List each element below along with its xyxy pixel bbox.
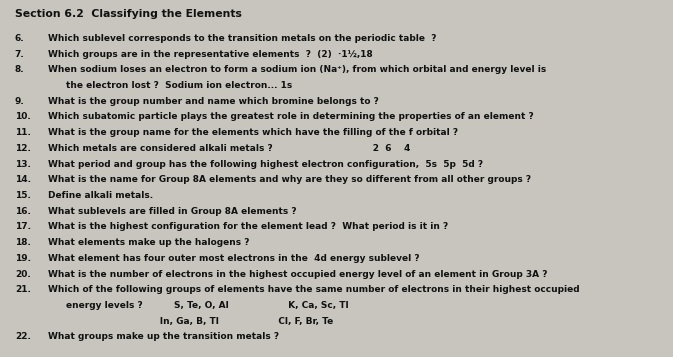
Text: What is the name for Group 8A elements and why are they so different from all ot: What is the name for Group 8A elements a… bbox=[48, 175, 532, 184]
Text: Section 6.2  Classifying the Elements: Section 6.2 Classifying the Elements bbox=[15, 9, 242, 19]
Text: What element has four outer most electrons in the  4d energy sublevel ?: What element has four outer most electro… bbox=[48, 254, 420, 263]
Text: 15.: 15. bbox=[15, 191, 31, 200]
Text: 10.: 10. bbox=[15, 112, 30, 121]
Text: Define alkali metals.: Define alkali metals. bbox=[48, 191, 153, 200]
Text: 12.: 12. bbox=[15, 144, 31, 153]
Text: What sublevels are filled in Group 8A elements ?: What sublevels are filled in Group 8A el… bbox=[48, 207, 297, 216]
Text: 18.: 18. bbox=[15, 238, 31, 247]
Text: 21.: 21. bbox=[15, 285, 31, 294]
Text: What is the highest configuration for the element lead ?  What period is it in ?: What is the highest configuration for th… bbox=[48, 222, 449, 231]
Text: energy levels ?          S, Te, O, Al                   K, Ca, Sc, Tl: energy levels ? S, Te, O, Al K, Ca, Sc, … bbox=[66, 301, 349, 310]
Text: Which groups are in the representative elements  ?  (2)  ·1½,18: Which groups are in the representative e… bbox=[48, 50, 374, 59]
Text: 7.: 7. bbox=[15, 50, 24, 59]
Text: Which metals are considered alkali metals ?                                2  6 : Which metals are considered alkali metal… bbox=[48, 144, 411, 153]
Text: 6.: 6. bbox=[15, 34, 24, 43]
Text: 8.: 8. bbox=[15, 65, 24, 74]
Text: What elements make up the halogens ?: What elements make up the halogens ? bbox=[48, 238, 250, 247]
Text: Which sublevel corresponds to the transition metals on the periodic table  ?: Which sublevel corresponds to the transi… bbox=[48, 34, 437, 43]
Text: the electron lost ?  Sodium ion electron... 1s: the electron lost ? Sodium ion electron.… bbox=[66, 81, 292, 90]
Text: What groups make up the transition metals ?: What groups make up the transition metal… bbox=[48, 332, 279, 341]
Text: What period and group has the following highest electron configuration,  5s  5p : What period and group has the following … bbox=[48, 160, 484, 169]
Text: What is the number of electrons in the highest occupied energy level of an eleme: What is the number of electrons in the h… bbox=[48, 270, 548, 278]
Text: When sodium loses an electron to form a sodium ion (Na⁺), from which orbital and: When sodium loses an electron to form a … bbox=[48, 65, 546, 74]
Text: 17.: 17. bbox=[15, 222, 31, 231]
Text: Which of the following groups of elements have the same number of electrons in t: Which of the following groups of element… bbox=[48, 285, 580, 294]
Text: 11.: 11. bbox=[15, 128, 31, 137]
Text: 14.: 14. bbox=[15, 175, 31, 184]
Text: Which subatomic particle plays the greatest role in determining the properties o: Which subatomic particle plays the great… bbox=[48, 112, 534, 121]
Text: 16.: 16. bbox=[15, 207, 31, 216]
Text: What is the group name for the elements which have the filling of the f orbital : What is the group name for the elements … bbox=[48, 128, 458, 137]
Text: 19.: 19. bbox=[15, 254, 31, 263]
Text: In, Ga, B, Tl                   Cl, F, Br, Te: In, Ga, B, Tl Cl, F, Br, Te bbox=[66, 317, 333, 326]
Text: 9.: 9. bbox=[15, 97, 24, 106]
Text: What is the group number and name which bromine belongs to ?: What is the group number and name which … bbox=[48, 97, 380, 106]
Text: 22.: 22. bbox=[15, 332, 31, 341]
Text: 20.: 20. bbox=[15, 270, 30, 278]
Text: 13.: 13. bbox=[15, 160, 31, 169]
